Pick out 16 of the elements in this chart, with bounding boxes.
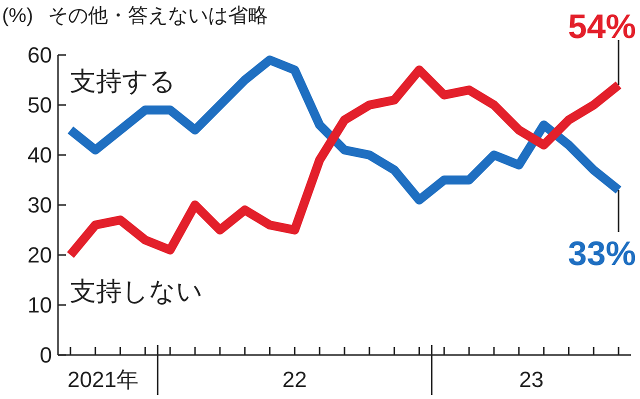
y-tick-label: 50 — [28, 92, 52, 118]
y-tick-label: 0 — [40, 342, 52, 368]
text: 54% — [568, 8, 636, 46]
annotation: 33% — [568, 235, 636, 273]
text: 2021年 — [68, 367, 138, 392]
y-tick-label: 30 — [28, 192, 52, 218]
y-tick-label: 60 — [28, 42, 52, 68]
y-tick-label: 40 — [28, 142, 52, 168]
y-tick-label: 10 — [28, 292, 52, 318]
text: その他・答えないは省略 — [48, 5, 268, 27]
series-label: 支持しない — [70, 276, 203, 306]
series-label: 支持する — [70, 66, 176, 96]
y-axis-title: (%) — [2, 5, 34, 27]
text: 23 — [519, 367, 544, 392]
text: 22 — [282, 367, 307, 392]
y-tick-label: 20 — [28, 242, 52, 268]
